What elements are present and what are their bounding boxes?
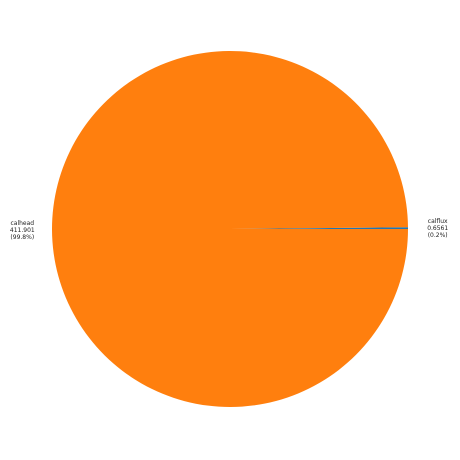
pie-slice-calhead [51, 51, 409, 408]
pie-label-calflux: calflux 0.6561 (0.2%) [427, 218, 448, 239]
label-value: 0.6561 [427, 225, 448, 232]
label-value: 411.901 [10, 227, 35, 234]
pie-slices [51, 51, 409, 408]
pie-label-calhead: calhead 411.901 (99.8%) [10, 220, 35, 241]
label-percent: (0.2%) [428, 232, 448, 239]
label-name: calhead [10, 220, 34, 227]
pie-labels: calflux 0.6561 (0.2%) calhead 411.901 (99.8%) [10, 218, 448, 241]
label-name: calflux [428, 218, 448, 225]
label-percent: (99.8%) [10, 234, 34, 241]
pie-slice-calflux [230, 227, 408, 229]
